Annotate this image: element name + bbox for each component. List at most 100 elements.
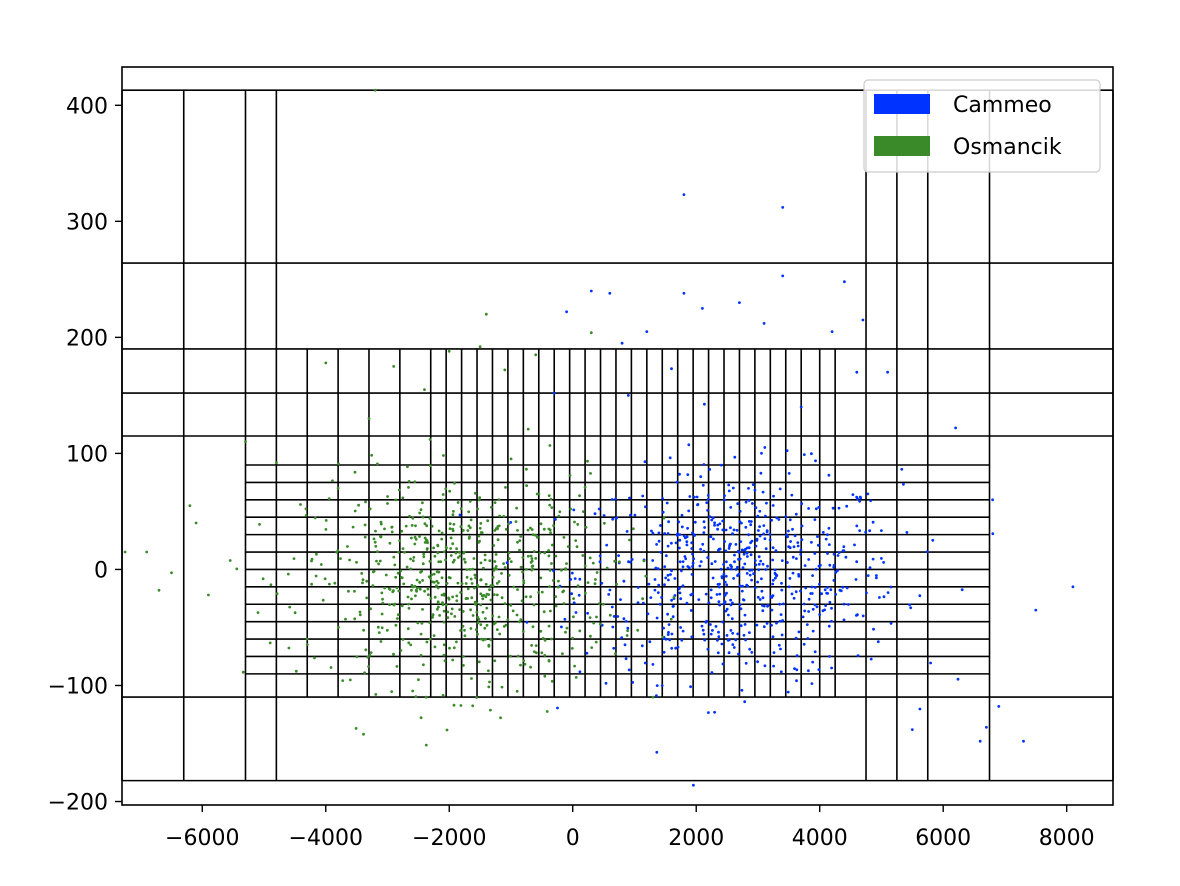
point-cammeo — [729, 567, 733, 571]
point-cammeo — [748, 573, 752, 577]
point-cammeo — [803, 609, 807, 613]
point-osmancik — [402, 582, 406, 586]
point-osmancik — [437, 570, 441, 574]
point-osmancik — [489, 708, 492, 712]
point-cammeo — [628, 496, 631, 500]
point-osmancik — [394, 498, 398, 502]
y-tick-label: 0 — [94, 558, 108, 583]
point-cammeo — [991, 532, 995, 536]
point-osmancik — [526, 554, 530, 558]
point-osmancik — [379, 535, 383, 539]
point-osmancik — [523, 662, 527, 666]
point-cammeo — [751, 502, 754, 505]
point-osmancik — [293, 611, 297, 615]
point-osmancik — [431, 580, 434, 584]
point-osmancik — [407, 486, 410, 489]
point-cammeo — [607, 593, 611, 596]
point-osmancik — [455, 547, 458, 551]
point-osmancik — [404, 524, 408, 528]
point-osmancik — [484, 595, 488, 599]
point-cammeo — [711, 629, 714, 632]
point-cammeo — [810, 452, 813, 456]
point-cammeo — [709, 596, 713, 600]
point-cammeo — [713, 521, 716, 525]
point-osmancik — [374, 544, 378, 548]
point-cammeo — [744, 661, 748, 665]
point-cammeo — [813, 552, 817, 555]
point-cammeo — [794, 512, 798, 516]
point-osmancik — [530, 528, 534, 531]
point-osmancik — [547, 624, 551, 628]
point-cammeo — [743, 623, 747, 626]
point-cammeo — [692, 495, 696, 499]
point-cammeo — [818, 582, 821, 586]
point-cammeo — [723, 498, 726, 502]
point-cammeo — [726, 566, 730, 570]
point-cammeo — [810, 592, 814, 595]
point-osmancik-outlier — [324, 361, 328, 365]
point-cammeo — [771, 635, 775, 639]
point-osmancik — [504, 527, 508, 531]
point-cammeo — [796, 544, 800, 548]
legend-label-osmancik: Osmancik — [953, 135, 1062, 160]
point-cammeo — [766, 604, 769, 608]
y-tick-label: 400 — [66, 94, 108, 119]
point-cammeo — [747, 499, 751, 502]
point-osmancik — [662, 516, 666, 520]
point-cammeo — [841, 585, 845, 589]
point-cammeo — [754, 544, 758, 548]
point-cammeo — [709, 632, 713, 636]
point-cammeo — [795, 679, 798, 683]
point-cammeo — [678, 538, 682, 542]
point-cammeo — [636, 586, 640, 589]
point-osmancik — [406, 465, 409, 469]
point-osmancik — [470, 596, 474, 600]
point-osmancik — [497, 615, 501, 619]
point-cammeo — [750, 539, 754, 543]
point-cammeo — [813, 603, 817, 607]
point-cammeo — [775, 516, 779, 520]
point-osmancik — [466, 529, 470, 532]
point-cammeo — [685, 535, 689, 539]
point-cammeo — [842, 545, 846, 549]
point-osmancik — [571, 636, 574, 640]
point-osmancik — [455, 640, 458, 644]
point-cammeo — [813, 650, 817, 654]
point-osmancik — [480, 531, 484, 535]
point-cammeo — [660, 684, 664, 687]
point-cammeo — [832, 552, 836, 556]
point-cammeo — [689, 685, 692, 689]
point-osmancik — [355, 560, 358, 564]
point-osmancik — [459, 629, 462, 632]
point-osmancik — [441, 694, 445, 697]
point-osmancik — [294, 669, 298, 673]
point-cammeo — [753, 488, 757, 492]
point-cammeo — [763, 446, 767, 449]
point-osmancik — [407, 606, 411, 610]
point-osmancik — [401, 547, 405, 550]
point-cammeo — [827, 526, 831, 530]
point-osmancik — [341, 679, 345, 682]
point-cammeo — [667, 578, 670, 582]
point-cammeo — [800, 524, 804, 528]
point-osmancik — [536, 535, 539, 539]
point-osmancik — [603, 521, 606, 525]
point-cammeo — [801, 615, 805, 619]
point-osmancik — [551, 579, 555, 582]
point-osmancik — [474, 576, 477, 580]
point-cammeo — [648, 640, 652, 644]
point-cammeo — [731, 486, 735, 490]
point-osmancik — [337, 462, 340, 466]
point-cammeo — [799, 589, 802, 593]
point-osmancik — [581, 554, 585, 557]
point-cammeo — [651, 531, 655, 535]
point-osmancik — [549, 497, 553, 501]
point-osmancik — [473, 586, 476, 590]
point-osmancik-outlier — [194, 521, 198, 525]
point-osmancik — [437, 529, 441, 533]
point-osmancik — [435, 579, 439, 583]
point-cammeo — [658, 602, 662, 606]
point-cammeo — [817, 506, 821, 509]
point-cammeo — [711, 576, 715, 580]
partition-grid — [121, 89, 1114, 782]
